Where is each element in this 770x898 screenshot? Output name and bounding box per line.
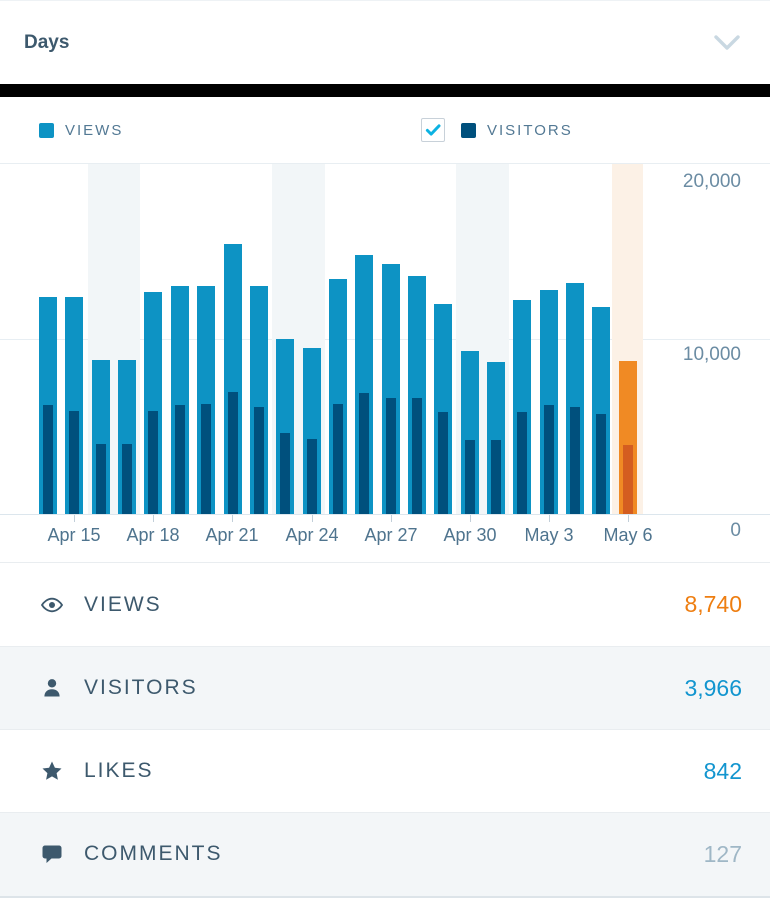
bar-visitors[interactable] xyxy=(122,444,133,514)
y-axis-label: 0 xyxy=(730,520,741,541)
divider-bar xyxy=(0,84,770,97)
x-axis-label: May 3 xyxy=(524,525,574,545)
x-axis-tick xyxy=(470,515,471,522)
x-axis-tick xyxy=(153,515,154,522)
summary-label: VIEWS xyxy=(84,592,162,616)
x-axis-label: Apr 30 xyxy=(443,525,497,545)
summary-list: VIEWS 8,740 VISITORS 3,966 LIKES 842 COM… xyxy=(0,563,770,898)
summary-row-likes[interactable]: LIKES 842 xyxy=(0,729,770,812)
bar-visitors[interactable] xyxy=(332,404,343,514)
page-title: Days xyxy=(24,31,70,53)
bar-visitors[interactable] xyxy=(491,440,501,514)
legend-views-label: VIEWS xyxy=(65,121,124,139)
bar-visitors[interactable] xyxy=(306,439,317,514)
eye-icon xyxy=(40,597,64,612)
checkmark-icon xyxy=(425,124,441,136)
summary-label: LIKES xyxy=(84,759,154,782)
summary-value: 3,966 xyxy=(684,674,742,701)
x-axis-label: Apr 21 xyxy=(205,525,259,545)
y-axis-label: 20,000 xyxy=(682,171,741,192)
bar-visitors-selected[interactable] xyxy=(622,445,633,514)
chart-legend: VIEWS VISITORS xyxy=(0,97,770,164)
bar-visitors[interactable] xyxy=(517,412,528,514)
bar-visitors[interactable] xyxy=(201,404,212,514)
bar-visitors[interactable] xyxy=(174,405,185,514)
summary-label: COMMENTS xyxy=(84,842,223,865)
legend-item-views: VIEWS xyxy=(39,97,123,163)
visitors-checkbox[interactable] xyxy=(421,118,445,142)
views-swatch-icon xyxy=(39,122,54,138)
x-axis-tick xyxy=(391,515,392,522)
star-icon xyxy=(42,761,62,780)
x-axis-tick xyxy=(549,515,550,522)
person-icon xyxy=(44,679,60,697)
bar-visitors[interactable] xyxy=(543,405,554,514)
bar-visitors[interactable] xyxy=(464,440,475,514)
bottom-border xyxy=(0,895,770,898)
legend-visitors-label: VISITORS xyxy=(487,121,573,139)
summary-row-views[interactable]: VIEWS 8,740 xyxy=(0,563,770,646)
chevron-down-icon[interactable] xyxy=(714,34,740,51)
x-axis-label: Apr 18 xyxy=(126,525,180,545)
bar-visitors[interactable] xyxy=(359,393,370,514)
bar-visitors[interactable] xyxy=(411,398,422,514)
bar-visitors[interactable] xyxy=(280,433,291,514)
x-axis-label: Apr 15 xyxy=(47,525,101,545)
x-axis-label: Apr 24 xyxy=(285,525,339,545)
bar-visitors[interactable] xyxy=(69,411,80,514)
bar-visitors[interactable] xyxy=(227,392,238,514)
bar-visitors[interactable] xyxy=(43,405,53,514)
x-axis-tick xyxy=(628,515,629,522)
summary-row-comments[interactable]: COMMENTS 127 xyxy=(0,812,770,895)
y-axis-label: 10,000 xyxy=(682,344,741,365)
bar-visitors[interactable] xyxy=(438,412,449,514)
summary-row-visitors[interactable]: VISITORS 3,966 xyxy=(0,646,770,729)
x-axis-label: May 6 xyxy=(603,525,653,545)
bar-visitors[interactable] xyxy=(385,398,396,514)
bar-visitors[interactable] xyxy=(148,411,159,514)
x-axis-tick xyxy=(312,515,313,522)
legend-item-visitors: VISITORS xyxy=(421,97,573,163)
period-selector[interactable]: Days xyxy=(0,0,770,84)
summary-label: VISITORS xyxy=(84,676,198,699)
summary-value: 127 xyxy=(703,840,742,867)
bar-visitors[interactable] xyxy=(95,444,106,514)
x-axis-tick xyxy=(232,515,233,522)
comment-icon xyxy=(42,845,62,863)
bar-visitors[interactable] xyxy=(596,414,607,514)
x-axis-line xyxy=(0,514,770,515)
summary-value: 842 xyxy=(703,757,742,784)
bar-chart: Apr 15 Apr 18 Apr 21 Apr 24 Apr 27 Apr 30 May … xyxy=(0,164,770,563)
summary-value: 8,740 xyxy=(684,591,742,617)
bar-visitors[interactable] xyxy=(253,407,264,514)
bar-visitors[interactable] xyxy=(570,407,580,514)
x-axis-label: Apr 27 xyxy=(364,525,418,545)
visitors-swatch-icon xyxy=(461,122,476,138)
x-axis-tick xyxy=(74,515,75,522)
